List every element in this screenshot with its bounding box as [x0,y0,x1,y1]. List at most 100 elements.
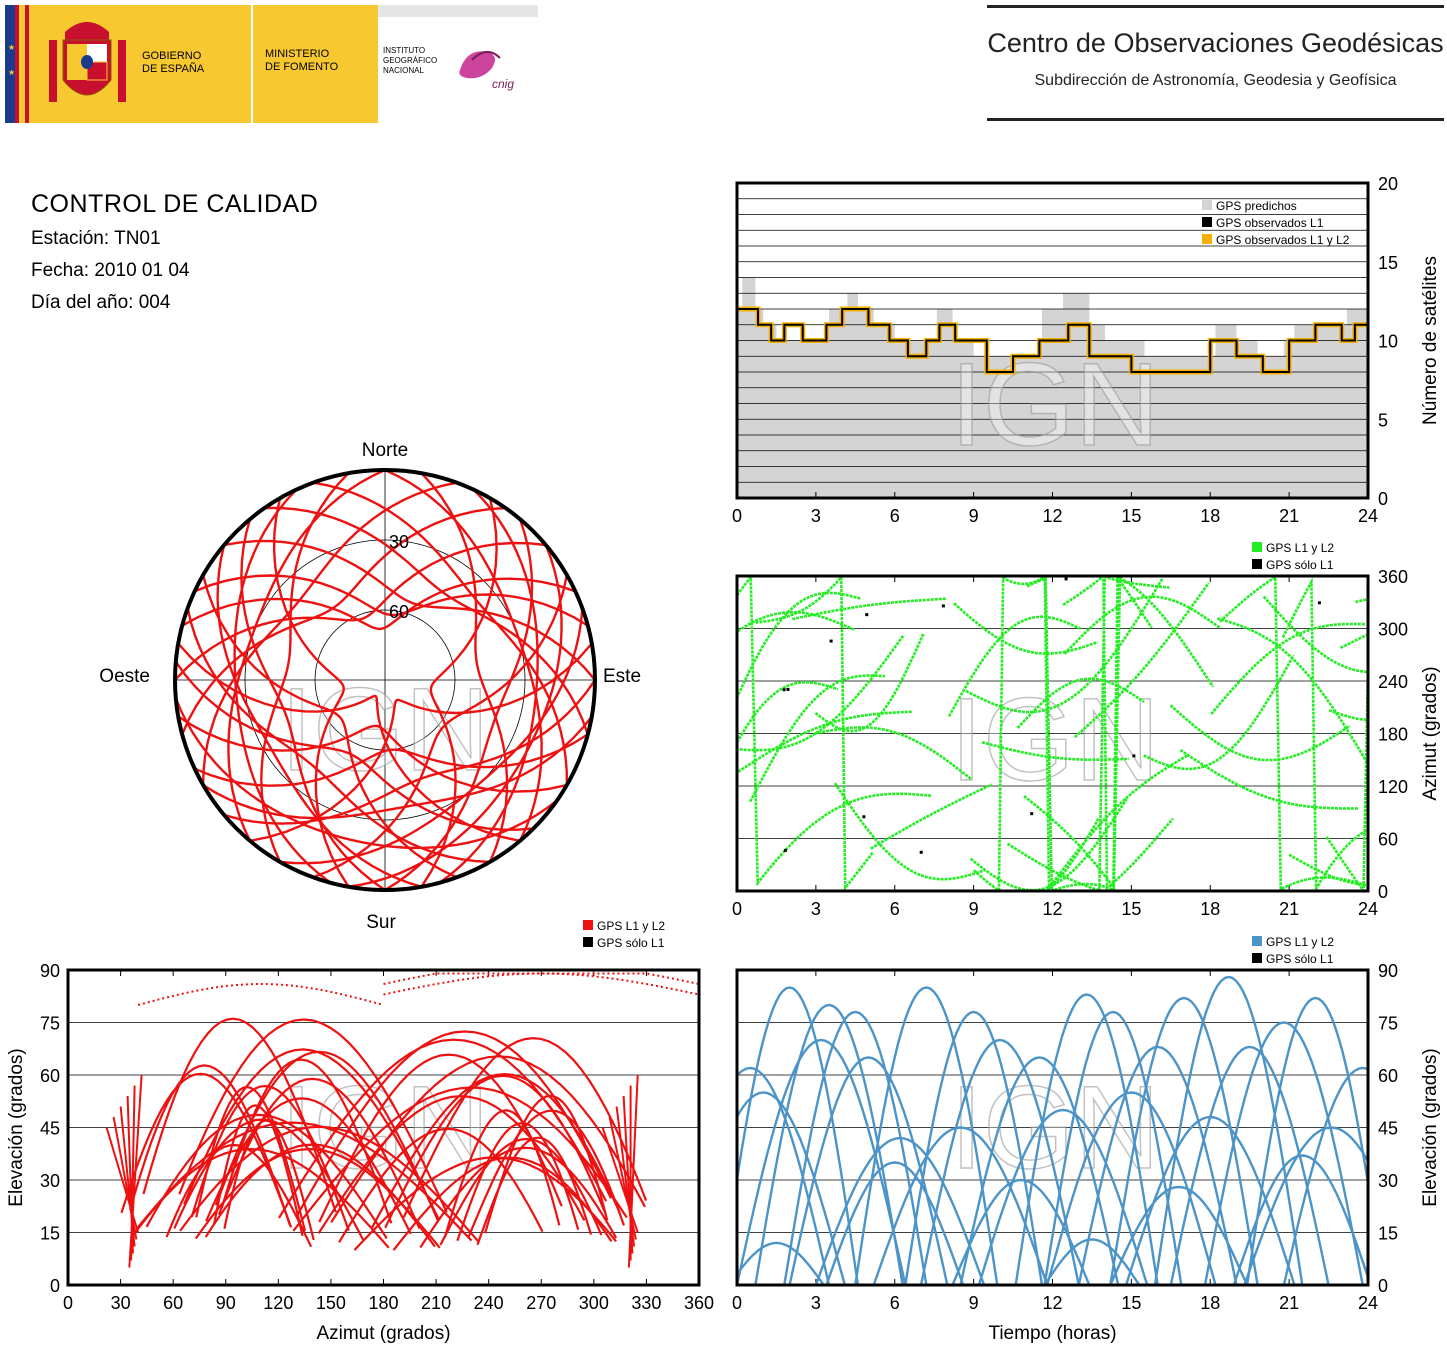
y-tick-label: 60 [40,1066,60,1086]
sky-track [177,642,521,843]
banner-gray-strip [378,5,538,17]
azimuth-track [792,597,946,621]
x-tick-label: 0 [732,899,742,919]
elevation-arc [904,1010,1044,1285]
azimuth-track [1063,595,1221,655]
x-tick-label: 0 [732,1293,742,1313]
eu-flag-strip: ★ ★ [5,5,29,123]
legend-swatch [1252,542,1262,552]
elevation-arc [1153,975,1304,1285]
elevation-arc [1077,1045,1238,1285]
elevation-arc [737,986,860,1285]
az-plot-area: IGN [737,576,1368,891]
sky-track [420,497,498,888]
elevation-arc [977,1108,1149,1285]
elevation-arc [205,1097,412,1235]
x-tick-label: 15 [1121,899,1141,919]
sky-plot-area: IGN [175,470,595,890]
legend-label: GPS predichos [1216,199,1297,213]
x-tick-label: 9 [969,899,979,919]
elevation-arc [402,1036,648,1218]
y-tick-label: 45 [40,1119,60,1139]
x-tick-label: 21 [1279,899,1299,919]
l1-only-point [1317,601,1321,605]
x-tick-label: 3 [811,899,821,919]
sky-track [420,472,509,863]
legend-swatch [583,937,593,947]
x-tick-label: 12 [1042,1293,1062,1313]
y-tick-label: 360 [1378,567,1408,587]
azimuth-track [1073,582,1210,739]
l1-only-point [786,687,790,691]
elevation-arc [872,1126,1049,1285]
ministerio-text: MINISTERIO DE FOMENTO [265,48,370,74]
sky-track [312,574,569,879]
et-plot-area: IGN [737,975,1368,1285]
sky-track [227,470,386,842]
ign-text: INSTITUTO GEOGRÁFICO NACIONAL [383,46,453,76]
y-tick-label: 10 [1378,332,1398,352]
ign-line2: GEOGRÁFICO [383,56,438,65]
sky-track [260,472,350,863]
y-tick-label: 15 [40,1224,60,1244]
x-tick-label: 0 [63,1293,73,1313]
elevation-arc [484,1094,609,1234]
y-axis-label: Azimut (grados) [1420,666,1441,800]
azimuth-track [947,615,1082,717]
elevation-arc [467,1109,625,1238]
azimuth-track [1143,654,1295,771]
y-tick-label: 30 [40,1171,60,1191]
elevation-arc [788,1056,949,1285]
elevation-arc [737,1066,831,1285]
azimuth-track [965,578,1164,714]
day-of-year-label: Día del año: 004 [31,292,171,313]
elevation-arc [1232,1154,1368,1285]
azimuth-track [1179,749,1358,810]
y-tick-label: 15 [1378,253,1398,273]
l1-only-point [783,848,787,852]
elevation-arc [1109,1185,1249,1285]
y-axis-label: Elevación (grados) [1420,1048,1441,1206]
azimuth-track [1219,576,1368,891]
x-tick-label: 18 [1200,506,1220,526]
x-tick-label: 6 [890,506,900,526]
elevation-arc [165,1143,313,1248]
l1-only-point [941,604,945,608]
azimuth-track [981,740,1129,761]
x-tick-label: 9 [969,1293,979,1313]
elevation-arc [783,1010,928,1285]
elevation-arc [951,1178,1091,1285]
elevation-arc [392,1156,613,1251]
azimuth-track [1169,704,1351,762]
elevation-arc [1243,1126,1368,1285]
azimuth-track [814,726,973,781]
x-tick-label: 240 [474,1293,504,1313]
y-tick-label: 90 [40,961,60,981]
cnig-text: cnig [492,77,514,91]
elevation-azimuth-chart: 0 30 60 90 120 150 180 210 240 270 300 330 360 0 15 30 4… [6,919,714,1344]
x-tick-label: 120 [263,1293,293,1313]
x-tick-label: 180 [368,1293,398,1313]
l1-only-point [782,688,786,692]
plot-border [735,574,1370,893]
x-tick-label: 24 [1358,1293,1378,1313]
y-tick-label: 45 [1378,1119,1398,1139]
y-tick-label: 5 [1378,410,1388,430]
x-tick-label: 24 [1358,899,1378,919]
x-tick-label: 330 [631,1293,661,1313]
y-tick-label: 75 [40,1014,60,1034]
gobierno-line1: GOBIERNO [142,50,202,62]
legend-swatch [1202,200,1212,210]
legend-swatch [1252,936,1262,946]
elevation-arc [419,1146,618,1249]
y-tick-label: 240 [1378,672,1408,692]
l1-only-point [1030,812,1034,816]
azimuth-track [737,576,932,887]
y-tick-label: 30 [1378,1171,1398,1191]
y-tick-label: 300 [1378,620,1408,640]
sky-track [223,539,595,681]
elevation-arc [292,1086,628,1232]
legend-swatch [1252,559,1262,569]
